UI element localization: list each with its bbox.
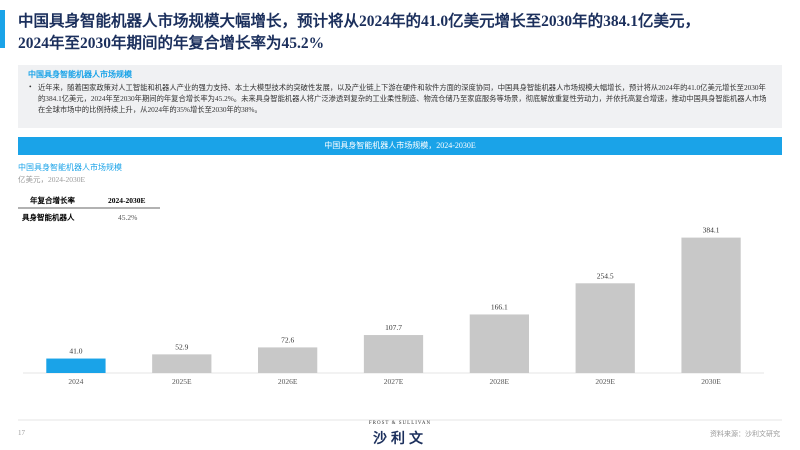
bar (363, 335, 424, 373)
bar (152, 354, 212, 373)
x-tick-label: 2029E (595, 377, 615, 386)
logo: 沙利文 (373, 432, 427, 447)
x-tick-label: 2028E (490, 377, 510, 386)
bar (258, 347, 318, 373)
table-header: 年复合增长率 (30, 195, 75, 205)
table-cell: 具身智能机器人 (22, 212, 75, 222)
title: 2024年至2030年期间的年复合增长率为45.2% (18, 35, 325, 52)
logo-text: FROST & SULLIVAN (368, 421, 432, 426)
summary-text: 近年来，随着国家政策对人工智能和机器人产业的强力支持、本土大模型技术的突破性发展… (38, 83, 767, 114)
source: 资料来源：沙利文研究 (710, 430, 780, 438)
x-tick-label: 2027E (384, 377, 404, 386)
value-label: 254.5 (597, 271, 614, 280)
value-label: 166.1 (491, 302, 508, 311)
value-label: 72.6 (281, 335, 294, 344)
bar (46, 358, 106, 373)
bar (681, 237, 741, 373)
title: 中国具身智能机器人市场规模大幅增长，预计将从2024年的41.0亿美元增长至20… (18, 13, 701, 30)
value-label: 41.0 (69, 347, 82, 356)
banner: 中国具身智能机器人市场规模，2024-2030E (18, 137, 782, 155)
chart-title: 中国具身智能机器人市场规模 (18, 163, 122, 172)
table-cell: 45.2% (118, 213, 137, 222)
page-number: 17 (18, 429, 25, 437)
x-tick-label: 2024 (68, 377, 83, 386)
x-tick-label: 2026E (278, 377, 298, 386)
summary-box (18, 65, 782, 128)
summary-heading: 中国具身智能机器人市场规模 (28, 70, 132, 79)
bar (575, 283, 635, 373)
bar (469, 314, 529, 373)
x-tick-label: 2025E (172, 377, 192, 386)
value-label: 384.1 (703, 226, 720, 235)
bullet-dot: • (29, 82, 32, 91)
chart-subtitle: 亿美元，2024-2030E (18, 175, 86, 184)
accent-bar (0, 10, 5, 48)
value-label: 107.7 (385, 323, 402, 332)
x-tick-label: 2030E (701, 377, 721, 386)
value-label: 52.9 (175, 342, 188, 351)
table-header: 2024-2030E (108, 196, 146, 205)
